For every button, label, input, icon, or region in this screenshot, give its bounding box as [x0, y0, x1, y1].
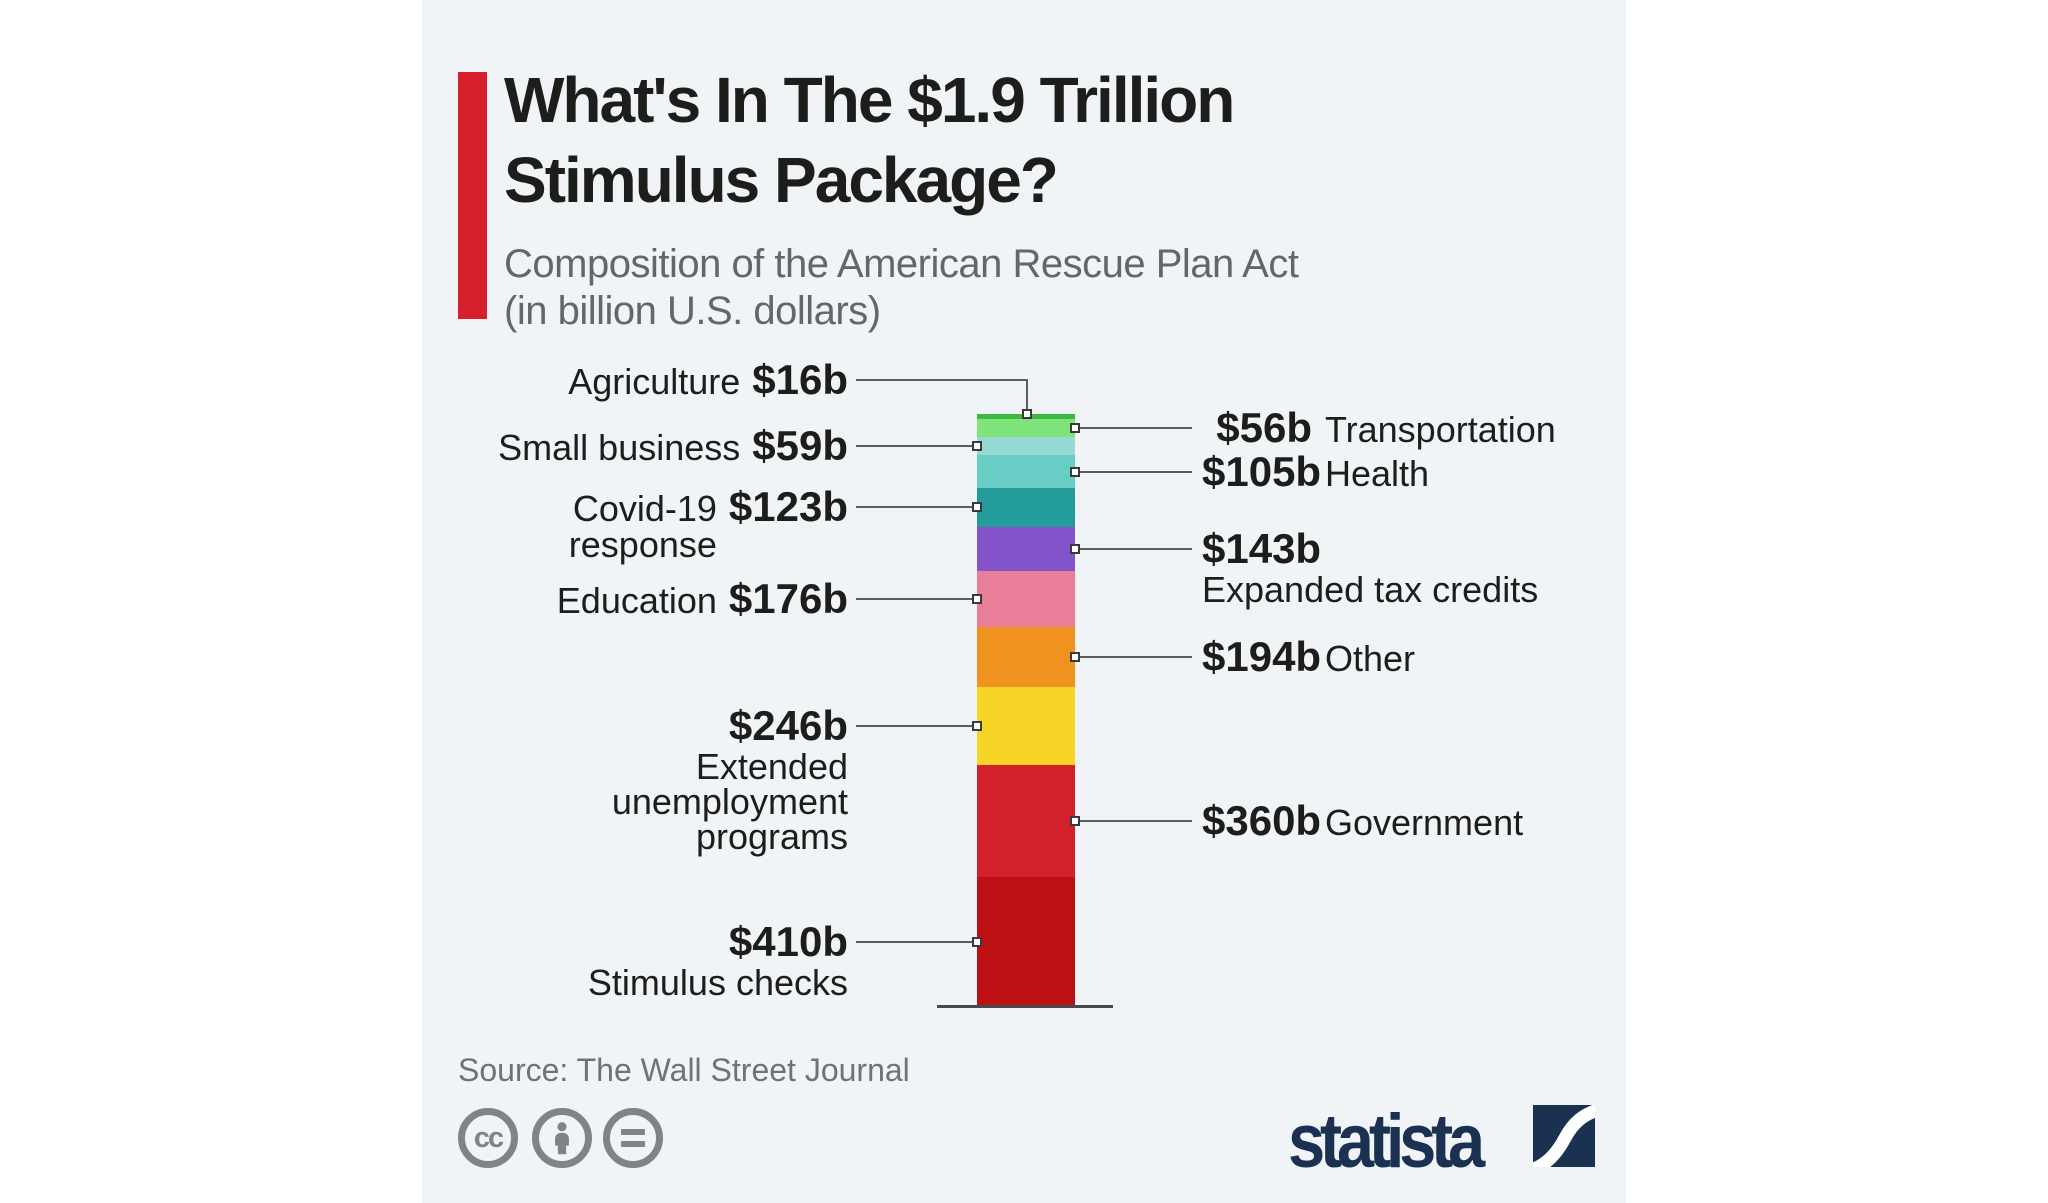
bar-segment-other	[977, 626, 1075, 688]
value-label: $59b	[752, 421, 848, 469]
connector-line-agriculture	[856, 379, 1028, 381]
connector-marker-stimulus-checks	[972, 936, 982, 947]
connector-marker-small-business	[972, 440, 982, 451]
segment-name: Expanded tax credits	[1202, 568, 1539, 610]
bar-segment-health	[977, 455, 1075, 488]
baseline-axis	[937, 1005, 1113, 1008]
label-right-transportation: $56b Transportation	[1202, 403, 1556, 451]
label-left-education: Education $176b	[557, 576, 848, 622]
connector-marker-government	[1070, 816, 1080, 826]
connector-marker-other	[1070, 652, 1080, 662]
connector-marker-covid-19-response	[972, 502, 982, 513]
segment-name: Health	[1325, 452, 1430, 494]
subtitle-line-2: (in billion U.S. dollars)	[504, 289, 881, 333]
label-left-agriculture: Agriculture $16b	[568, 357, 848, 403]
value-label: $56b	[1216, 403, 1312, 451]
bar-segment-covid-19-response	[977, 488, 1075, 527]
statista-wordmark[interactable]: statista	[1288, 1099, 1485, 1184]
label-left-extended-unemployment-programs: $246b Extended unemployment programs	[611, 701, 848, 857]
segment-name: Transportation	[1325, 408, 1556, 450]
bar-segment-government	[977, 764, 1075, 878]
page-title: What's In The $1.9 Trillion Stimulus Pack…	[504, 60, 1235, 220]
value-label: $123b	[728, 483, 848, 531]
value-label: $410b	[728, 917, 848, 965]
connector-line-health	[1075, 470, 1192, 473]
connector-line-small-business	[856, 444, 977, 447]
label-right-government: $360b Government	[1202, 798, 1523, 844]
statista-logo-icon[interactable]	[1526, 1102, 1603, 1178]
segment-name: Agriculture	[568, 361, 741, 402]
bar-segment-small-business	[977, 436, 1075, 456]
cc-icon[interactable]: cc	[458, 1108, 518, 1168]
connector-marker-education	[972, 594, 982, 604]
connector-line-stimulus-checks	[856, 940, 977, 943]
bar-segment-transportation	[977, 419, 1075, 437]
title-line-1: What's In The $1.9 Trillion	[504, 64, 1235, 136]
connector-marker-extended-unemployment-programs	[972, 720, 982, 731]
source-text: Source: The Wall Street Journal	[458, 1052, 910, 1088]
segment-name: Stimulus checks	[587, 961, 848, 1003]
page-subtitle: Composition of the American Rescue Plan …	[504, 241, 1299, 335]
value-label: $105b	[1202, 447, 1322, 495]
label-left-small-business: Small business $59b	[498, 421, 848, 469]
connector-line-government	[1075, 820, 1192, 822]
label-right-expanded-tax-credits: $143b Expanded tax credits	[1202, 524, 1539, 610]
segment-name: Government	[1325, 802, 1524, 843]
connector-line-expanded-tax-credits	[1075, 547, 1192, 550]
cc-icon-glyph: cc	[473, 1121, 504, 1154]
connector-line-extended-unemployment-programs	[856, 724, 977, 727]
subtitle-line-1: Composition of the American Rescue Plan …	[504, 242, 1299, 286]
connector-line-education	[856, 598, 977, 600]
label-right-other: $194b Other	[1202, 634, 1415, 680]
bar-segment-extended-unemployment-programs	[977, 687, 1075, 765]
connector-marker-health	[1070, 466, 1080, 477]
label-left-covid-19-response: Covid-19 response $123b	[569, 484, 848, 563]
bar-segment-expanded-tax-credits	[977, 526, 1075, 572]
equals-icon[interactable]	[603, 1108, 663, 1168]
connector-elbow-agriculture	[1026, 380, 1028, 411]
attribution-person-icon[interactable]	[532, 1108, 592, 1168]
bar-segment-education	[977, 571, 1075, 627]
person-icon-glyph	[555, 1122, 569, 1155]
title-accent-bar	[458, 72, 487, 319]
segment-name: Education	[556, 580, 717, 621]
bar-segment-stimulus-checks	[977, 877, 1075, 1006]
connector-marker-agriculture	[1022, 409, 1032, 419]
connector-marker-expanded-tax-credits	[1070, 543, 1080, 554]
value-label: $194b	[1202, 633, 1322, 680]
value-label: $360b	[1202, 797, 1322, 844]
connector-line-transportation	[1075, 426, 1192, 429]
title-line-2: Stimulus Package?	[504, 144, 1059, 216]
connector-marker-transportation	[1070, 422, 1080, 433]
label-right-health: $105b Health	[1202, 447, 1430, 495]
segment-name: Small business	[498, 426, 741, 468]
statista-swoosh-icon	[1526, 1102, 1603, 1178]
segment-name: Extended unemployment programs	[611, 745, 848, 857]
connector-line-other	[1075, 656, 1192, 658]
value-label: $143b	[1202, 524, 1322, 572]
segment-name: Other	[1325, 638, 1416, 679]
equals-icon-glyph	[621, 1129, 645, 1147]
value-label: $176b	[728, 575, 848, 622]
value-label: $16b	[752, 356, 848, 403]
connector-line-covid-19-response	[856, 506, 977, 509]
value-label: $246b	[728, 701, 848, 749]
label-left-stimulus-checks: $410b Stimulus checks	[587, 917, 848, 1003]
segment-name: Covid-19 response	[568, 488, 717, 566]
